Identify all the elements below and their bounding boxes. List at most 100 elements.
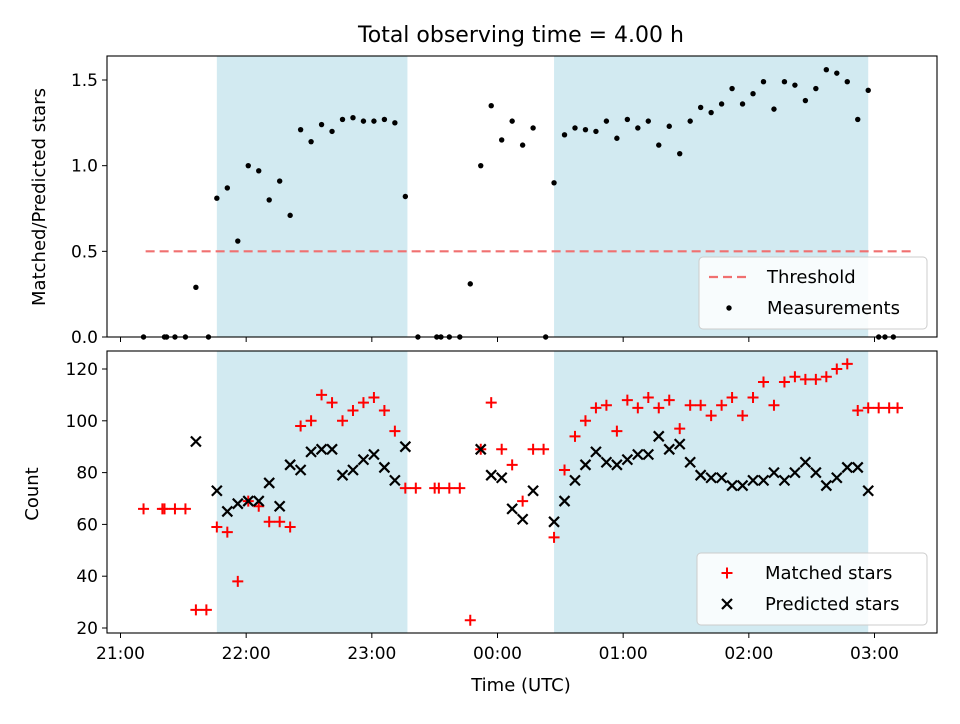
measurement-point (287, 212, 293, 219)
matched-star-point (873, 402, 885, 414)
matched-star-point (674, 423, 686, 435)
matched-star-point (158, 503, 170, 515)
matched-star-point (810, 373, 822, 385)
measurement-point (266, 197, 272, 203)
measurement-point (718, 101, 725, 107)
matched-star-point (653, 402, 665, 414)
measurement-point (656, 142, 662, 148)
measurement-point (478, 162, 484, 169)
matched-star-point (169, 503, 181, 515)
measurement-point (635, 125, 641, 131)
matched-star-point (200, 604, 212, 616)
measurement-point (193, 284, 199, 291)
matched-star-point (862, 402, 874, 414)
measurement-point (593, 128, 599, 135)
measurement-point (645, 118, 651, 124)
y-tick-label: 60 (76, 515, 98, 535)
predicted-star-point (273, 500, 286, 513)
measurement-point (551, 180, 557, 186)
predicted-star-point (652, 430, 665, 443)
legend-matched-swatch (721, 567, 733, 579)
matched-star-point (663, 394, 675, 406)
matched-star-point (820, 371, 832, 383)
matched-star-point (179, 503, 191, 515)
legend-box (696, 552, 928, 626)
predicted-star-point (778, 474, 791, 487)
measurement-point (855, 116, 861, 123)
measurement-point (214, 195, 220, 201)
predicted-star-point (558, 495, 571, 507)
predicted-star-point (548, 516, 560, 528)
predicted-star-point (841, 461, 854, 474)
predicted-star-point (611, 459, 623, 471)
matched-star-point (517, 495, 529, 507)
y-tick-label: 100 (66, 412, 98, 432)
panel-counts: 20 40 60 80 100 120 21:00 22:00 23:00 00:00 01:00 0… (66, 350, 938, 664)
predicted-star-point (242, 495, 255, 507)
y-axis-label-bottom: Count (22, 467, 43, 520)
measurement-point (697, 104, 704, 111)
x-tick-label: 02:00 (724, 644, 773, 664)
measurement-point (802, 97, 809, 104)
y-tick-label: 40 (76, 567, 98, 587)
matched-star-point (284, 521, 296, 533)
y-tick-label: 0.0 (71, 328, 98, 348)
shaded-interval (216, 56, 408, 337)
matched-star-point (399, 482, 411, 494)
measurement-point (467, 281, 473, 287)
predicted-star-point (590, 446, 602, 458)
measurement-point (519, 142, 526, 148)
measurement-point (308, 138, 314, 145)
matched-star-point (347, 404, 359, 416)
matched-star-point (799, 373, 811, 385)
measurement-point (561, 132, 568, 138)
matched-star-point (527, 443, 539, 455)
predicted-star-point (810, 466, 822, 479)
matched-star-point (316, 389, 328, 401)
legend-box (698, 256, 928, 330)
measurement-point (865, 87, 871, 93)
shaded-interval (216, 351, 408, 633)
predicted-star-point (789, 466, 801, 479)
matched-star-point (506, 459, 518, 471)
predicted-star-point (768, 466, 780, 479)
matched-star-point (747, 391, 759, 403)
measurement-point (823, 67, 830, 73)
matched-star-point (368, 391, 380, 403)
matched-star-point (305, 415, 317, 427)
matched-star-point (841, 358, 853, 370)
matched-star-point (138, 503, 150, 515)
predicted-star-point (569, 474, 581, 487)
matched-star-point (326, 397, 338, 409)
matched-star-point (737, 410, 749, 422)
matched-star-point (464, 614, 476, 626)
predicted-star-point (326, 443, 338, 456)
measurement-point (813, 85, 819, 92)
measurement-point (771, 106, 777, 112)
legend: Matched stars Predicted stars (696, 552, 928, 626)
predicted-star-point (516, 513, 529, 525)
predicted-star-point (705, 472, 717, 484)
x-tick-label: 22:00 (222, 644, 271, 664)
predicted-star-point (747, 474, 759, 487)
measurement-point (530, 125, 536, 131)
panel-ratio: 0.0 0.5 1.0 1.5 Threshold Measurements (71, 55, 938, 348)
y-tick-label: 1.5 (71, 71, 98, 91)
measurement-point (392, 120, 398, 126)
matched-star-point (337, 415, 349, 427)
matched-star-point (892, 402, 904, 414)
measurement-point (624, 116, 631, 123)
measurement-point (729, 85, 735, 92)
predicted-star-point (389, 474, 401, 487)
predicted-star-point (284, 459, 296, 471)
matched-star-point (611, 425, 623, 437)
measurement-point (781, 79, 788, 85)
measurement-point (677, 150, 683, 157)
measurement-point (339, 116, 346, 123)
predicted-star-point (474, 443, 487, 456)
plot-area: 0.0 0.5 1.0 1.5 Threshold Measurements 20 40 60 8… (66, 55, 938, 664)
measurement-point (297, 126, 304, 133)
predicted-star-point (663, 443, 676, 456)
matched-star-point (378, 404, 390, 416)
predicted-star-point (221, 505, 234, 518)
